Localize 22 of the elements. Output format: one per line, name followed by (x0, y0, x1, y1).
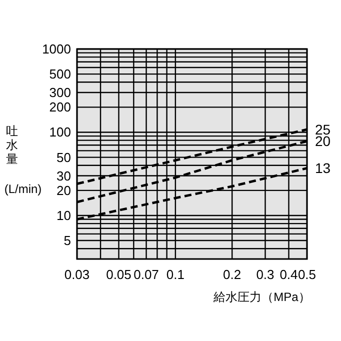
series-label: 13 (315, 160, 331, 176)
x-tick-label: 0.1 (166, 267, 184, 282)
series-label: 25 (315, 121, 331, 138)
text: 吐水量(L/min) (4, 124, 42, 196)
x-tick-label: 0.05 (106, 267, 132, 282)
x-tick-label: 0.4 (280, 267, 298, 282)
x-tick-label: 0.07 (134, 267, 159, 282)
y-tick-label: 10 (56, 208, 71, 223)
y-tick-label: 500 (49, 66, 71, 82)
y-tick-label: 30 (56, 168, 71, 184)
y-tick-label: 1000 (42, 42, 71, 56)
y-tick-label: 100 (49, 124, 71, 140)
x-tick-label: 0.03 (64, 267, 90, 282)
y-tick-label: 50 (56, 150, 71, 165)
y-tick-label: 5 (64, 233, 71, 248)
x-axis-title: 給水圧力（MPa） (212, 290, 310, 304)
x-tick-label: 0.2 (223, 267, 242, 282)
y-tick-label: 20 (56, 182, 71, 198)
y-tick-label: 200 (49, 100, 71, 115)
x-tick-label: 0.3 (256, 267, 274, 282)
x-tick-label: 0.5 (298, 267, 316, 282)
y-tick-label: 300 (49, 85, 71, 100)
